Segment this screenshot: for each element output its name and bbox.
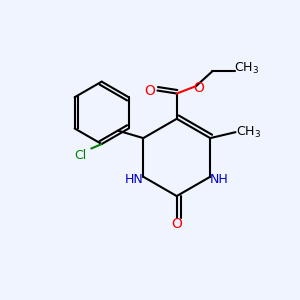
Text: O: O <box>145 84 155 98</box>
Text: Cl: Cl <box>75 149 87 162</box>
Text: CH$_3$: CH$_3$ <box>234 61 259 76</box>
Text: O: O <box>194 81 205 94</box>
Text: HN: HN <box>125 173 144 186</box>
Text: O: O <box>171 217 182 231</box>
Text: NH: NH <box>210 173 229 186</box>
Text: CH$_3$: CH$_3$ <box>236 124 261 140</box>
